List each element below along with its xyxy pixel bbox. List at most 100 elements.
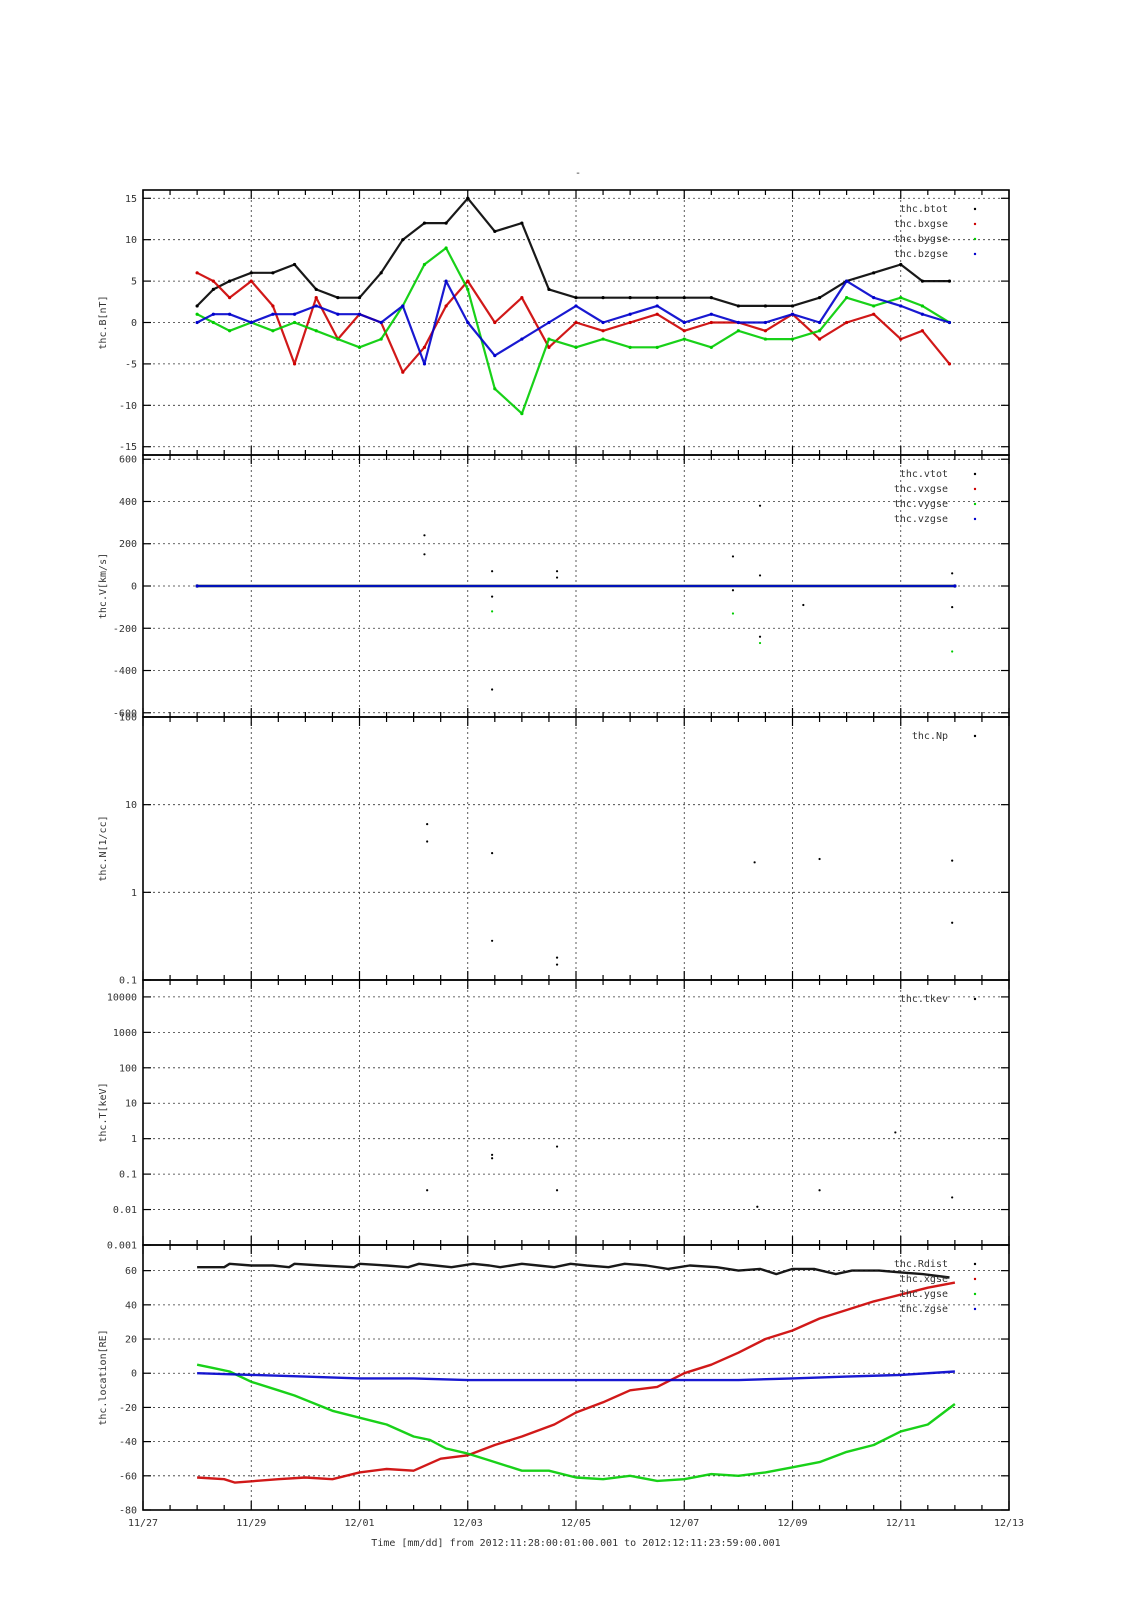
data-point bbox=[947, 362, 952, 366]
data-point bbox=[292, 312, 297, 316]
data-point bbox=[491, 1153, 494, 1156]
legend-label: thc.btot bbox=[900, 204, 948, 215]
data-point bbox=[426, 823, 429, 826]
panel-3: 0.1 1 10 100 thc.N[1/cc] thc.Np bbox=[98, 713, 1010, 987]
data-point bbox=[271, 312, 275, 316]
data-point bbox=[628, 320, 632, 325]
series-line-thc-zgse bbox=[197, 1370, 955, 1382]
data-point bbox=[422, 345, 427, 349]
legend-marker bbox=[973, 1292, 977, 1296]
y-tick-label: -15 bbox=[119, 442, 137, 453]
data-point bbox=[574, 345, 578, 349]
data-point bbox=[211, 312, 215, 316]
data-point bbox=[491, 688, 494, 691]
y-tick-label: 200 bbox=[119, 539, 137, 550]
y-tick-label: 400 bbox=[119, 497, 137, 508]
data-point bbox=[601, 320, 605, 325]
y-tick-label: 1000 bbox=[113, 1028, 137, 1039]
data-point bbox=[731, 612, 735, 615]
panel-1: -15 -10 -5 0 5 10 15 thc.B[nT] thc.btot thc.bxgse… bbox=[98, 189, 1010, 456]
y-tick-label: 10 bbox=[125, 800, 137, 811]
data-point bbox=[872, 304, 876, 308]
data-point bbox=[758, 504, 762, 507]
y-tick-label: 0 bbox=[131, 1369, 137, 1380]
data-point bbox=[920, 279, 925, 283]
data-point bbox=[466, 320, 470, 325]
data-point bbox=[763, 304, 768, 308]
series-line-thc-xgse bbox=[197, 1281, 956, 1484]
data-point bbox=[426, 840, 429, 843]
data-point bbox=[357, 296, 362, 300]
data-point bbox=[336, 337, 340, 341]
data-point bbox=[920, 304, 925, 308]
legend-label: thc.bygse bbox=[894, 234, 948, 245]
data-point bbox=[628, 312, 632, 316]
panel-frame bbox=[142, 1244, 1010, 1511]
data-point bbox=[493, 320, 497, 325]
y-tick-label: -5 bbox=[125, 359, 137, 370]
data-point bbox=[314, 329, 318, 333]
data-point bbox=[920, 312, 925, 316]
legend-marker bbox=[973, 502, 977, 506]
x-tick-label: 12/07 bbox=[669, 1518, 699, 1529]
legend-label: thc.xgse bbox=[900, 1274, 948, 1285]
data-point bbox=[195, 271, 199, 275]
data-point bbox=[682, 320, 686, 325]
legend-label: thc.vzgse bbox=[894, 514, 948, 525]
data-point bbox=[682, 337, 686, 341]
data-point bbox=[756, 1205, 759, 1208]
series-line-thc-bzgse bbox=[196, 280, 950, 365]
y-tick-label: 1 bbox=[131, 1134, 137, 1145]
legend-marker bbox=[973, 997, 977, 1001]
y-tick-label: 60 bbox=[125, 1266, 137, 1277]
data-point bbox=[736, 304, 740, 308]
data-point bbox=[271, 329, 275, 333]
data-point bbox=[709, 312, 713, 316]
legend-marker bbox=[973, 1262, 977, 1266]
data-point bbox=[709, 345, 713, 349]
data-point bbox=[731, 555, 735, 558]
data-point bbox=[292, 320, 297, 325]
legend-marker bbox=[973, 222, 977, 226]
data-point bbox=[951, 606, 954, 609]
data-point bbox=[422, 362, 427, 366]
data-point bbox=[655, 345, 659, 349]
y-tick-label: 100 bbox=[119, 713, 137, 724]
data-point bbox=[491, 852, 494, 855]
data-point bbox=[758, 635, 762, 638]
series-line-thc-Rdist bbox=[197, 1262, 950, 1279]
panel-data bbox=[196, 1262, 956, 1484]
data-point bbox=[379, 337, 383, 341]
y-tick-label: -200 bbox=[113, 624, 137, 635]
data-point bbox=[753, 861, 756, 864]
data-point bbox=[736, 320, 740, 325]
data-point bbox=[547, 337, 551, 341]
panel-data bbox=[195, 196, 952, 416]
data-point bbox=[802, 603, 805, 607]
x-tick-label: 12/05 bbox=[561, 1518, 591, 1529]
data-point bbox=[574, 320, 578, 325]
y-tick-label: 1 bbox=[131, 888, 137, 899]
data-point bbox=[228, 329, 232, 333]
data-point bbox=[601, 337, 605, 341]
data-point bbox=[899, 304, 903, 308]
data-point bbox=[790, 337, 795, 341]
y-tick-label: 5 bbox=[131, 277, 137, 288]
legend-label: thc.bzgse bbox=[894, 249, 948, 260]
data-point bbox=[655, 304, 659, 308]
data-point bbox=[249, 271, 253, 275]
data-point bbox=[574, 304, 578, 308]
data-point bbox=[555, 570, 559, 573]
legend-label: thc.vtot bbox=[900, 469, 948, 480]
legend-label: thc.Np bbox=[912, 731, 948, 742]
data-point bbox=[818, 1189, 821, 1192]
x-tick-label: 11/27 bbox=[128, 1518, 158, 1529]
data-point bbox=[872, 312, 876, 316]
y-axis-title: thc.T[keV] bbox=[98, 1082, 109, 1142]
data-point bbox=[731, 589, 735, 592]
panel-4: 0.001 0.01 0.1 1 10 100 1000 10000 thc.T[keV] thc… bbox=[98, 979, 1010, 1252]
data-point bbox=[401, 370, 405, 374]
legend-marker bbox=[973, 252, 977, 256]
data-point bbox=[555, 956, 559, 959]
data-point bbox=[899, 296, 903, 300]
